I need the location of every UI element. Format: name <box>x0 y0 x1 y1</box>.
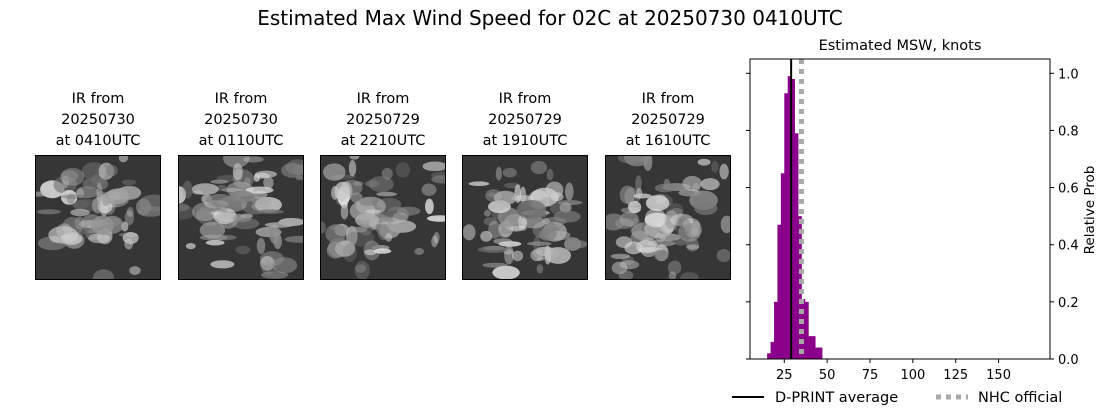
ir-panel: IR from 20250729 at 2210UTC <box>320 89 446 280</box>
ir-caption-date: 20250730 <box>204 112 278 128</box>
ir-caption-line: IR from <box>641 91 695 107</box>
y-tick-label: 0.6 <box>1058 182 1079 197</box>
ir-caption-line: IR from <box>214 91 268 107</box>
ir-panel-caption: IR from 20250729 at 1910UTC <box>462 89 588 152</box>
ir-panel: IR from 20250729 at 1910UTC <box>462 89 588 280</box>
ir-caption-line: IR from <box>498 91 552 107</box>
legend: D-PRINT average NHC official <box>732 390 1062 406</box>
y-axis-label: Relative Prob <box>1082 166 1098 255</box>
ir-caption-line: IR from <box>356 91 410 107</box>
ir-caption-date: 20250730 <box>61 112 135 128</box>
histogram-bar <box>804 301 809 359</box>
ir-satellite-image <box>462 155 588 280</box>
histogram-bar <box>770 341 775 359</box>
x-tick-label: 75 <box>862 368 879 383</box>
x-tick-label: 50 <box>819 368 836 383</box>
ir-caption-time: at 0410UTC <box>55 133 141 149</box>
x-tick-label: 100 <box>900 368 925 383</box>
ir-panel-caption: IR from 20250730 at 0110UTC <box>178 89 304 152</box>
legend-label-dprint: D-PRINT average <box>775 390 898 406</box>
y-tick-label: 1.0 <box>1058 67 1079 82</box>
histogram-bar <box>791 79 795 359</box>
y-tick-label: 0.8 <box>1058 124 1079 139</box>
histogram-bars <box>767 76 823 359</box>
ir-caption-time: at 0110UTC <box>198 133 284 149</box>
y-tick-label: 0.2 <box>1058 296 1079 311</box>
reference-lines <box>790 59 804 359</box>
histogram-bar <box>767 353 771 359</box>
x-tick-label: 150 <box>986 368 1011 383</box>
y-tick-label: 0.0 <box>1058 353 1079 368</box>
histogram-bar <box>777 224 782 359</box>
cloud-texture <box>321 156 445 279</box>
histogram-bar <box>798 216 802 359</box>
x-tick-label: 125 <box>943 368 968 383</box>
histogram-bar <box>787 76 792 359</box>
y-axis-ticks: 0.0 0.2 0.4 0.6 0.8 1.0 <box>746 67 1079 368</box>
ir-caption-date: 20250729 <box>488 112 562 128</box>
ir-satellite-image <box>320 155 446 280</box>
cloud-texture <box>606 156 730 279</box>
ir-panel-caption: IR from 20250729 at 2210UTC <box>320 89 446 152</box>
cloud-texture <box>36 156 160 279</box>
ir-panel: IR from 20250730 at 0110UTC <box>178 89 304 280</box>
ir-caption-time: at 1610UTC <box>625 133 711 149</box>
x-axis-ticks: 25 50 75 100 125 150 <box>776 359 1011 383</box>
ir-caption-line: IR from <box>71 91 125 107</box>
ir-caption-time: at 2210UTC <box>340 133 426 149</box>
ir-caption-time: at 1910UTC <box>482 133 568 149</box>
cloud-texture <box>179 156 303 279</box>
legend-label-nhc: NHC official <box>978 390 1062 406</box>
ir-panel-caption: IR from 20250729 at 1610UTC <box>605 89 731 152</box>
ir-caption-date: 20250729 <box>631 112 705 128</box>
histogram-bar <box>780 173 785 359</box>
ir-satellite-image <box>35 155 161 280</box>
cloud-texture <box>463 156 587 279</box>
histogram-bar <box>784 93 789 359</box>
ir-panel-caption: IR from 20250730 at 0410UTC <box>35 89 161 152</box>
histogram-bar <box>794 133 799 359</box>
histogram-bar <box>815 347 819 359</box>
chart-title: Estimated MSW, knots <box>819 38 982 54</box>
ir-satellite-image <box>178 155 304 280</box>
histogram-bar <box>774 301 778 359</box>
x-tick-label: 25 <box>776 368 793 383</box>
plot-frame <box>749 58 1051 360</box>
histogram-bar <box>808 336 813 359</box>
histogram-bar <box>811 336 816 359</box>
ir-panel: IR from 20250730 at 0410UTC <box>35 89 161 280</box>
histogram-bar <box>818 347 823 359</box>
ir-caption-date: 20250729 <box>346 112 420 128</box>
ir-panel: IR from 20250729 at 1610UTC <box>605 89 731 280</box>
figure-title: Estimated Max Wind Speed for 02C at 2025… <box>257 6 843 30</box>
ir-satellite-image <box>605 155 731 280</box>
y-tick-label: 0.4 <box>1058 239 1079 254</box>
